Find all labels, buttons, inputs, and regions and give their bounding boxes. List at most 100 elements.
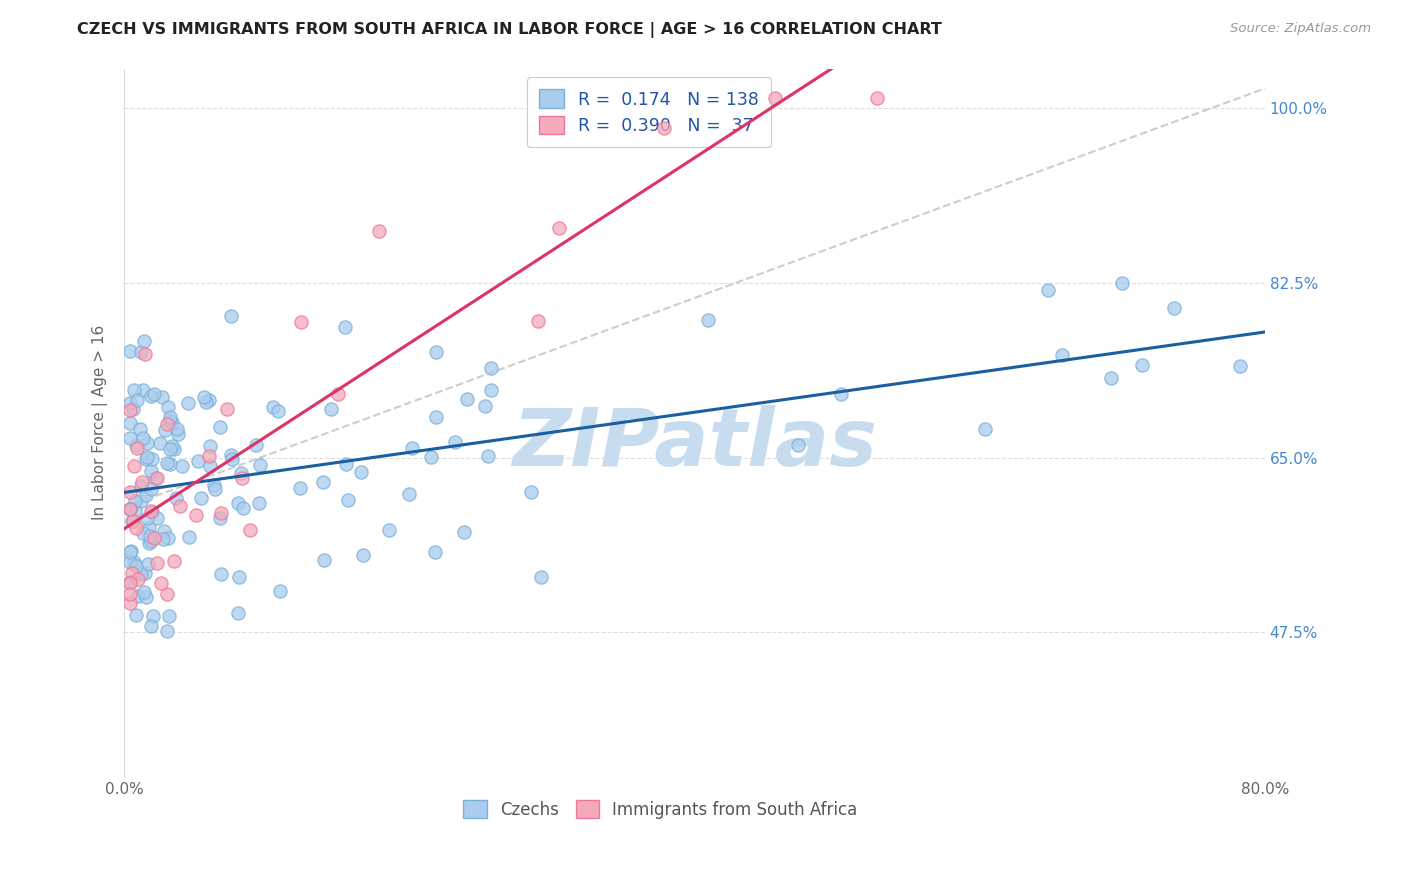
Point: [377, 524, 399, 538]
Point: [132, 525, 155, 540]
Point: [132, 432, 155, 446]
Point: [1036, 283, 1059, 297]
Point: [337, 493, 360, 508]
Point: [131, 479, 153, 493]
Point: [120, 544, 142, 558]
Point: [141, 451, 163, 466]
Point: [312, 553, 335, 567]
Point: [138, 521, 160, 535]
Text: ZIPatlas: ZIPatlas: [512, 405, 877, 483]
Point: [139, 533, 162, 548]
Point: [121, 402, 143, 417]
Point: [163, 442, 186, 456]
Y-axis label: In Labor Force | Age > 16: In Labor Force | Age > 16: [93, 325, 108, 520]
Point: [127, 393, 149, 408]
Point: [425, 344, 447, 359]
Point: [1163, 301, 1185, 315]
Point: [139, 618, 162, 632]
Text: Source: ZipAtlas.com: Source: ZipAtlas.com: [1230, 22, 1371, 36]
Point: [209, 506, 232, 520]
Point: [197, 392, 219, 407]
Point: [118, 545, 141, 559]
Point: [146, 471, 169, 485]
Point: [157, 609, 180, 624]
Point: [118, 587, 141, 601]
Point: [198, 449, 221, 463]
Point: [231, 471, 253, 485]
Point: [118, 555, 141, 569]
Point: [120, 596, 142, 610]
Point: [139, 483, 162, 497]
Point: [249, 458, 271, 473]
Point: [456, 392, 478, 407]
Point: [124, 459, 146, 474]
Point: [763, 91, 786, 105]
Point: [143, 471, 166, 485]
Point: [444, 435, 467, 450]
Point: [290, 482, 312, 496]
Point: [167, 427, 190, 442]
Point: [335, 320, 357, 334]
Point: [160, 416, 183, 430]
Point: [335, 457, 357, 471]
Point: [157, 401, 180, 415]
Point: [425, 410, 447, 425]
Point: [479, 361, 502, 376]
Point: [228, 570, 250, 584]
Point: [973, 422, 995, 436]
Point: [321, 402, 343, 417]
Point: [202, 478, 225, 492]
Point: [198, 439, 221, 453]
Point: [125, 437, 148, 451]
Point: [134, 585, 156, 599]
Point: [526, 314, 548, 328]
Point: [208, 511, 231, 525]
Point: [131, 475, 153, 489]
Point: [118, 485, 141, 500]
Point: [215, 401, 238, 416]
Point: [118, 502, 141, 516]
Point: [221, 452, 243, 467]
Point: [127, 589, 149, 603]
Point: [398, 487, 420, 501]
Point: [247, 496, 270, 510]
Point: [143, 387, 166, 401]
Point: [142, 609, 165, 624]
Point: [122, 555, 145, 569]
Point: [141, 504, 163, 518]
Point: [159, 414, 181, 428]
Point: [219, 448, 242, 462]
Point: [135, 488, 157, 502]
Point: [231, 466, 253, 480]
Point: [118, 403, 141, 417]
Point: [118, 502, 141, 516]
Point: [136, 511, 159, 525]
Point: [121, 514, 143, 528]
Point: [350, 465, 373, 479]
Point: [787, 438, 810, 452]
Point: [226, 606, 249, 620]
Point: [118, 431, 141, 445]
Point: [118, 576, 141, 591]
Point: [146, 557, 169, 571]
Point: [209, 420, 232, 434]
Point: [830, 387, 852, 401]
Point: [198, 459, 221, 474]
Point: [163, 553, 186, 567]
Point: [127, 572, 149, 586]
Point: [125, 442, 148, 456]
Point: [219, 309, 242, 323]
Point: [118, 344, 141, 359]
Point: [135, 451, 157, 466]
Point: [135, 590, 157, 604]
Point: [129, 494, 152, 508]
Point: [1130, 359, 1153, 373]
Point: [134, 347, 156, 361]
Point: [124, 559, 146, 574]
Point: [138, 557, 160, 571]
Point: [139, 389, 162, 403]
Point: [184, 508, 207, 522]
Point: [312, 475, 335, 490]
Point: [125, 521, 148, 535]
Point: [368, 224, 391, 238]
